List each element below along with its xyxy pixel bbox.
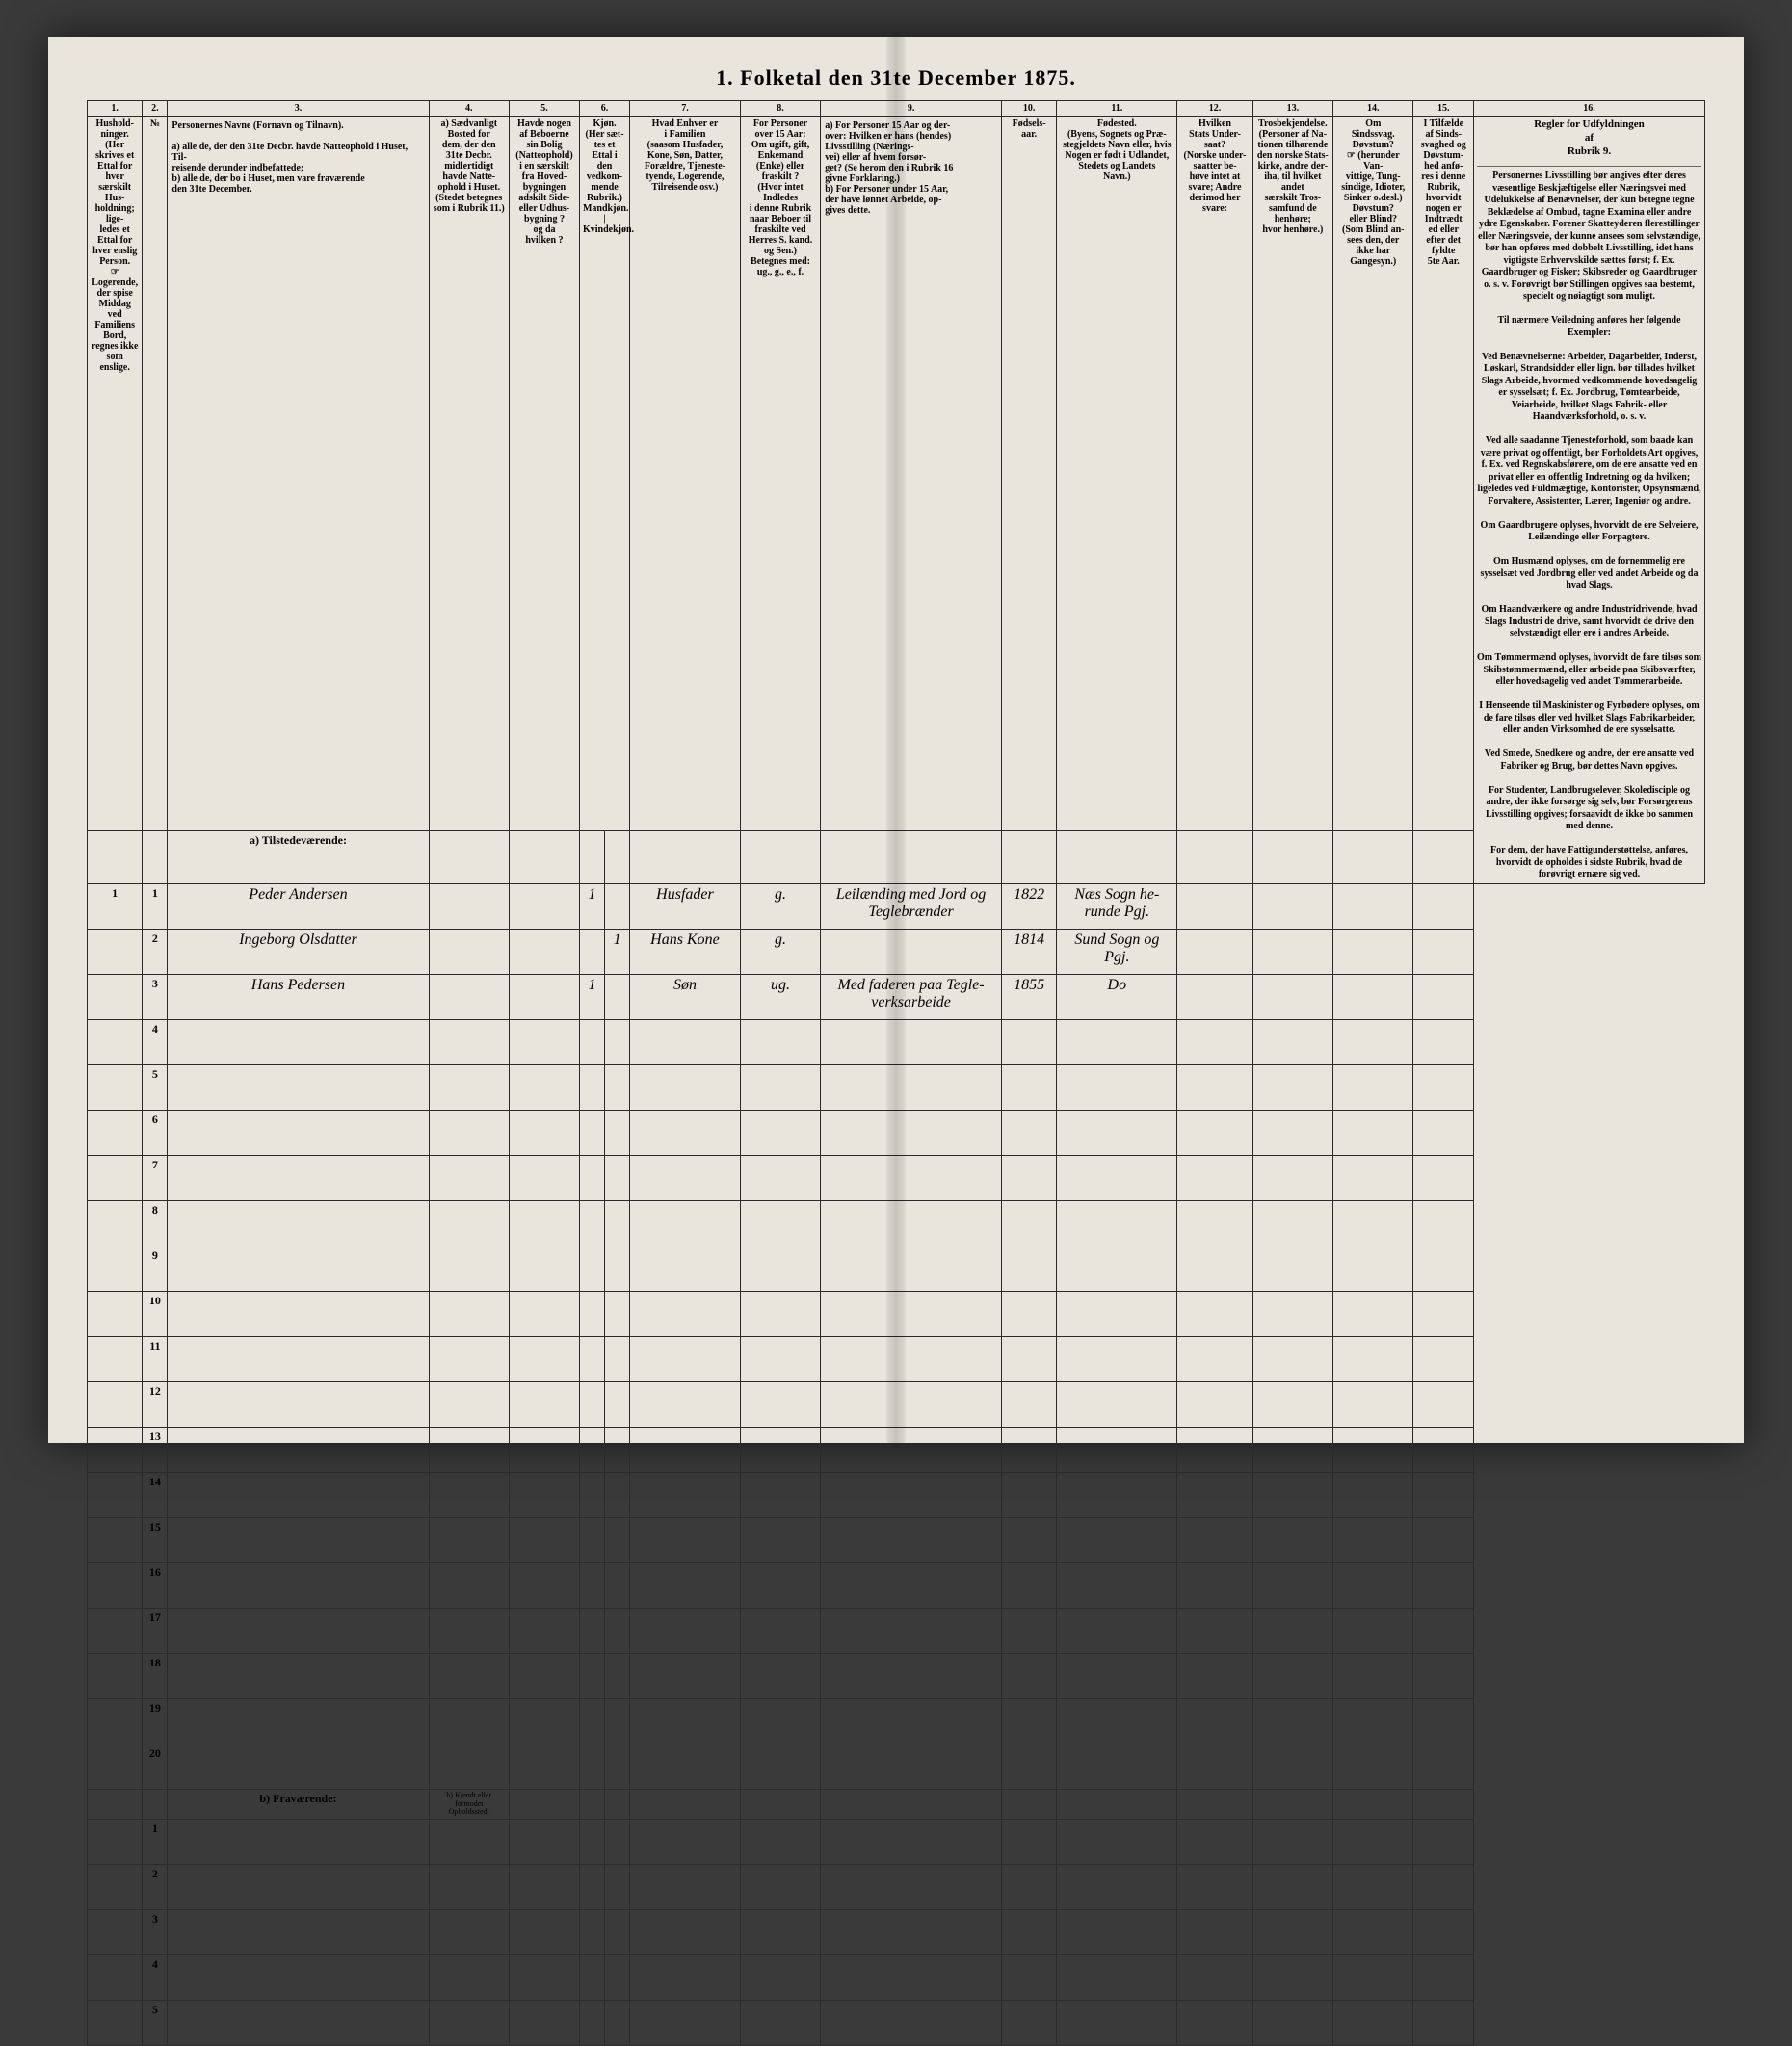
h1: Hushold- ninger. (Her skrives et Ettal f… (88, 117, 143, 831)
instructions-col: Regler for Udfyldningen af Rubrik 9. Per… (1474, 117, 1705, 884)
h14: Om Sindssvag. Døvstum? ☞ (herunder Van- … (1333, 117, 1413, 831)
h3: Personernes Navne (Fornavn og Tilnavn). … (168, 117, 429, 831)
section-b-row: b) Fraværende: b) Kjendt eller formodet … (88, 1789, 1705, 1819)
section-a-label: a) Tilstedeværende: (168, 830, 429, 883)
table-row: 14 (88, 1472, 1705, 1517)
colnum-11: 11. (1057, 101, 1177, 117)
colnum-13: 13. (1252, 101, 1332, 117)
table-row: 17 (88, 1608, 1705, 1653)
table-row: 3 (88, 1910, 1705, 1955)
h15: I Tilfælde af Sinds- svaghed og Døvstum-… (1413, 117, 1474, 831)
table-row: 18 (88, 1653, 1705, 1698)
colnum-14: 14. (1333, 101, 1413, 117)
census-page: 1. Folketal den 31te December 1875. 1. 2… (48, 37, 1744, 1443)
h11: Fødested. (Byens, Sognets og Præ- stegje… (1057, 117, 1177, 831)
colnum-1: 1. (88, 101, 143, 117)
colnum-10: 10. (1001, 101, 1056, 117)
h8: For Personer over 15 Aar: Om ugift, gift… (740, 117, 820, 831)
table-row: 2 (88, 1865, 1705, 1910)
colnum-4: 4. (429, 101, 509, 117)
instructions-text: Personernes Livsstilling bør angives eft… (1477, 170, 1701, 881)
h16-title: Regler for Udfyldningen af Rubrik 9. (1477, 118, 1701, 158)
book-spine (886, 37, 906, 1443)
h9: a) For Personer 15 Aar og der- over: Hvi… (821, 117, 1002, 831)
colnum-9: 9. (821, 101, 1002, 117)
h7: Hvad Enhver er i Familien (saasom Husfad… (630, 117, 741, 831)
table-row: 20 (88, 1744, 1705, 1789)
colnum-12: 12. (1177, 101, 1252, 117)
table-row: 4 (88, 1955, 1705, 2001)
h4: a) Sædvanligt Bosted for dem, der den 31… (429, 117, 509, 831)
h5: Havde nogen af Beboerne sin Bolig (Natte… (509, 117, 579, 831)
colnum-8: 8. (740, 101, 820, 117)
h12: Hvilken Stats Under- saat? (Norske under… (1177, 117, 1252, 831)
colnum-16: 16. (1474, 101, 1705, 117)
h10: Fødsels- aar. (1001, 117, 1056, 831)
section-b-col4: b) Kjendt eller formodet Opholdssted: (429, 1789, 509, 1819)
colnum-5: 5. (509, 101, 579, 117)
table-row: 5 (88, 2001, 1705, 2046)
table-row: 16 (88, 1562, 1705, 1608)
table-row: 19 (88, 1698, 1705, 1744)
section-b-label: b) Fraværende: (168, 1789, 429, 1819)
h13: Trosbekjendelse. (Personer af Na- tionen… (1252, 117, 1332, 831)
h2: № (143, 117, 168, 831)
table-row: 1 (88, 1820, 1705, 1865)
h6: Kjøn. (Her sæt- tes et Ettal i den vedko… (579, 117, 629, 831)
colnum-2: 2. (143, 101, 168, 117)
colnum-6: 6. (579, 101, 629, 117)
colnum-3: 3. (168, 101, 429, 117)
table-row: 15 (88, 1517, 1705, 1562)
colnum-7: 7. (630, 101, 741, 117)
colnum-15: 15. (1413, 101, 1474, 117)
